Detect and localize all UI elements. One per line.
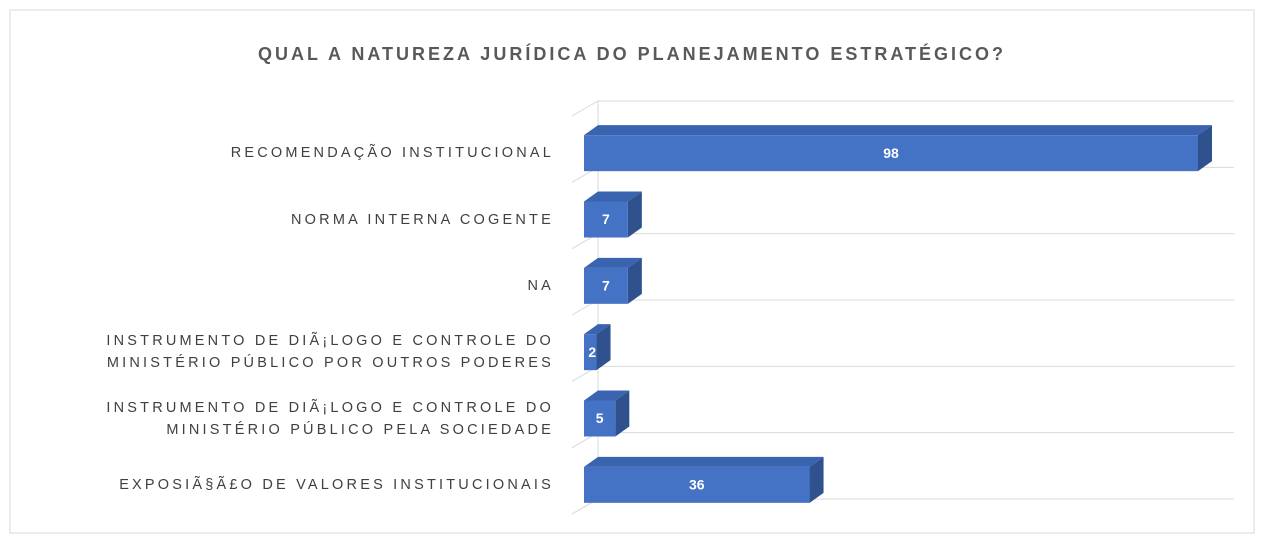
data-label: 7	[602, 211, 610, 227]
grid-slant	[571, 100, 599, 117]
bar-side	[627, 257, 642, 304]
data-label: 7	[602, 278, 610, 294]
data-label: 2	[588, 344, 596, 360]
bar	[584, 191, 642, 238]
bar	[584, 257, 642, 304]
category-label: INSTRUMENTO DE DIÃ¡LOGO E CONTROLE DO MI…	[106, 399, 554, 438]
bar-front	[584, 334, 597, 371]
bar-top	[584, 125, 1212, 136]
category-label: NA	[527, 277, 554, 294]
bar-side	[809, 456, 824, 503]
data-label: 98	[883, 145, 899, 161]
bar-front	[584, 135, 1198, 172]
category-label: INSTRUMENTO DE DIÃ¡LOGO E CONTROLE DO MI…	[106, 333, 554, 372]
bar-front	[584, 201, 628, 238]
bar	[584, 324, 611, 371]
bar-side	[1198, 125, 1212, 172]
bar-side	[596, 324, 611, 371]
bar	[584, 390, 630, 437]
category-label: RECOMENDAÇÃO INSTITUCIONAL	[230, 145, 554, 162]
bar-side	[627, 191, 642, 238]
bar	[584, 456, 824, 503]
bar-side	[615, 390, 630, 437]
data-label: 36	[689, 477, 705, 493]
bar-front	[584, 400, 616, 437]
bar-front	[584, 267, 628, 304]
data-label: 5	[596, 410, 604, 426]
bar-front	[584, 466, 810, 503]
bar-top	[584, 390, 630, 401]
category-label: NORMA INTERNA COGENTE	[291, 211, 554, 228]
category-label: EXPOSIÃ§Ã£O DE VALORES INSTITUCIONAIS	[119, 476, 554, 493]
bar-top	[584, 324, 611, 335]
chart-title: QUAL A NATUREZA JURÍDICA DO PLANEJAMENTO…	[258, 43, 1006, 64]
bar-top	[584, 456, 824, 467]
bar-top	[584, 191, 642, 202]
bar-top	[584, 257, 642, 268]
bar	[584, 125, 1212, 172]
